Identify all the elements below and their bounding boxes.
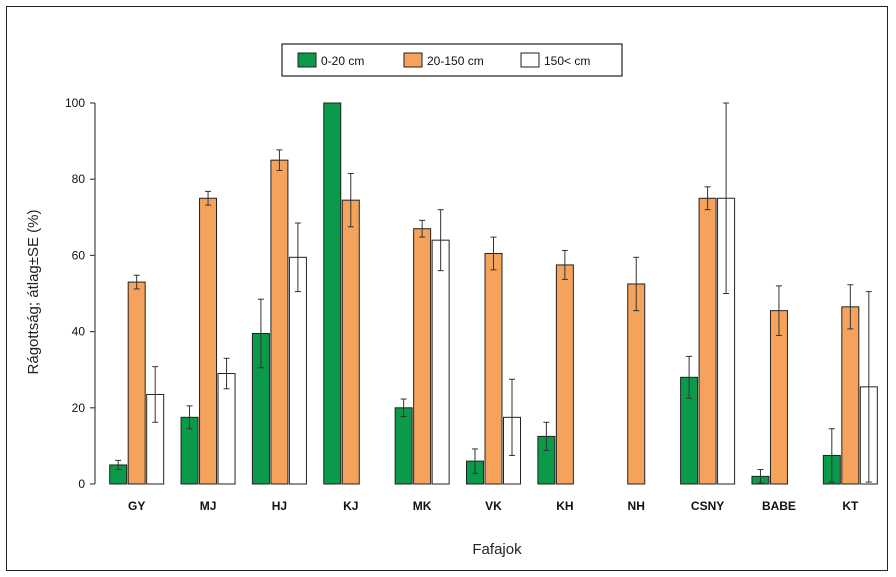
- bar-hj-series-1: [270, 159, 289, 485]
- y-axis-title: Rágottság; átlag±SE (%): [25, 210, 42, 375]
- y-tick-label: 80: [72, 172, 86, 186]
- bar-kt-series-1: [841, 306, 860, 485]
- x-tick-label: VK: [485, 499, 502, 513]
- x-tick-label: KH: [556, 499, 573, 513]
- y-tick-label: 40: [72, 325, 86, 339]
- x-tick-label: CSNY: [691, 499, 724, 513]
- legend-label-150cm: 150< cm: [544, 54, 590, 68]
- bar-mk-series-1: [413, 228, 432, 485]
- bar-group-kj: [323, 102, 360, 485]
- x-tick-label: HJ: [272, 499, 287, 513]
- x-axis: GY MJ HJ KJ MK VK KH NH CSNY BABE KT: [128, 499, 859, 513]
- legend-swatch-20-150cm: [403, 52, 423, 68]
- legend-label-0-20cm: 0-20 cm: [321, 54, 364, 68]
- bar-mk-series-0: [394, 407, 413, 485]
- x-tick-label: KT: [842, 499, 859, 513]
- legend-label-20-150cm: 20-150 cm: [427, 54, 484, 68]
- legend-swatch-150cm: [520, 52, 540, 68]
- bar-babe-series-1: [769, 310, 788, 485]
- bar-mk-series-2: [431, 239, 450, 485]
- bar-mj-series-2: [217, 373, 236, 485]
- x-tick-label: NH: [628, 499, 645, 513]
- x-tick-label: BABE: [762, 499, 796, 513]
- bar-gy-series-1: [127, 281, 146, 485]
- x-axis-title: Fafajok: [472, 541, 522, 558]
- bar-group-gy: [109, 274, 165, 485]
- bar-kh-series-1: [555, 264, 574, 485]
- bar-group-csny: [680, 102, 736, 485]
- bars-layer: [109, 102, 878, 485]
- bar-group-kt: [822, 284, 878, 485]
- legend: 0-20 cm 20-150 cm 150< cm: [281, 43, 623, 77]
- x-tick-label: MK: [413, 499, 432, 513]
- bar-group-mk: [394, 209, 450, 485]
- bar-nh-series-1: [627, 283, 646, 485]
- y-tick-label: 100: [65, 96, 85, 110]
- bar-csny-series-1: [698, 197, 717, 485]
- y-tick-label: 20: [72, 401, 86, 415]
- x-tick-label: MJ: [200, 499, 217, 513]
- x-tick-label: KJ: [343, 499, 358, 513]
- bar-group-vk: [466, 236, 521, 485]
- bar-kj-series-0: [323, 102, 342, 485]
- bar-mj-series-1: [199, 197, 218, 485]
- bar-group-nh: [627, 256, 646, 485]
- y-tick-marks: 0 20 40 60 80 100: [65, 96, 95, 491]
- bar-group-babe: [751, 285, 788, 485]
- legend-box: [281, 43, 623, 77]
- bar-kj-series-1: [341, 199, 360, 485]
- bar-group-kh: [537, 249, 574, 485]
- bar-group-hj: [251, 149, 307, 485]
- bar-group-mj: [180, 190, 236, 485]
- legend-swatch-0-20cm: [297, 52, 317, 68]
- y-tick-label: 60: [72, 248, 86, 262]
- y-tick-label: 0: [78, 477, 85, 491]
- x-tick-label: GY: [128, 499, 145, 513]
- bar-vk-series-1: [484, 252, 503, 485]
